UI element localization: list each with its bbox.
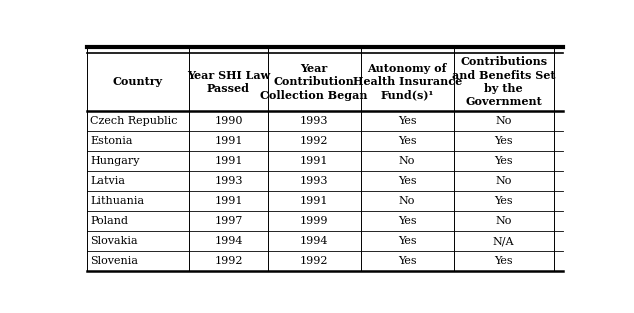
Text: Yes: Yes: [495, 256, 513, 266]
Text: 1991: 1991: [214, 196, 243, 206]
Text: 1999: 1999: [300, 216, 328, 226]
Text: Yes: Yes: [398, 176, 417, 186]
Text: Poland: Poland: [90, 216, 128, 226]
Text: 1993: 1993: [300, 176, 328, 186]
Text: Hungary: Hungary: [90, 156, 139, 166]
Text: No: No: [495, 176, 512, 186]
Text: N/A: N/A: [493, 236, 514, 246]
Text: Yes: Yes: [398, 136, 417, 146]
Text: Slovakia: Slovakia: [90, 236, 138, 246]
Text: Latvia: Latvia: [90, 176, 125, 186]
Text: Yes: Yes: [495, 196, 513, 206]
Text: No: No: [495, 116, 512, 126]
Text: Yes: Yes: [398, 236, 417, 246]
Text: Autonomy of
Health Insurance
Fund(s)¹: Autonomy of Health Insurance Fund(s)¹: [353, 63, 462, 100]
Text: 1994: 1994: [300, 236, 328, 246]
Text: No: No: [399, 156, 415, 166]
Text: Estonia: Estonia: [90, 136, 133, 146]
Text: 1994: 1994: [214, 236, 243, 246]
Text: No: No: [399, 196, 415, 206]
Text: 1997: 1997: [214, 216, 243, 226]
Text: 1991: 1991: [300, 196, 328, 206]
Text: 1991: 1991: [214, 156, 243, 166]
Text: Year
Contribution
Collection Began: Year Contribution Collection Began: [261, 63, 368, 100]
Text: Contributions
and Benefits Set
by the
Government: Contributions and Benefits Set by the Go…: [452, 56, 555, 107]
Text: No: No: [495, 216, 512, 226]
Text: 1992: 1992: [214, 256, 243, 266]
Text: Country: Country: [113, 76, 163, 87]
Text: Yes: Yes: [495, 156, 513, 166]
Text: 1991: 1991: [214, 136, 243, 146]
Text: Yes: Yes: [495, 136, 513, 146]
Text: 1992: 1992: [300, 136, 328, 146]
Text: Czech Republic: Czech Republic: [90, 116, 178, 126]
Text: 1992: 1992: [300, 256, 328, 266]
Text: 1991: 1991: [300, 156, 328, 166]
Text: Lithuania: Lithuania: [90, 196, 144, 206]
Text: 1993: 1993: [214, 176, 243, 186]
Text: 1993: 1993: [300, 116, 328, 126]
Text: Yes: Yes: [398, 256, 417, 266]
Text: Year SHI Law
Passed: Year SHI Law Passed: [187, 70, 270, 94]
Text: Yes: Yes: [398, 116, 417, 126]
Text: Slovenia: Slovenia: [90, 256, 138, 266]
Text: 1990: 1990: [214, 116, 243, 126]
Text: Yes: Yes: [398, 216, 417, 226]
